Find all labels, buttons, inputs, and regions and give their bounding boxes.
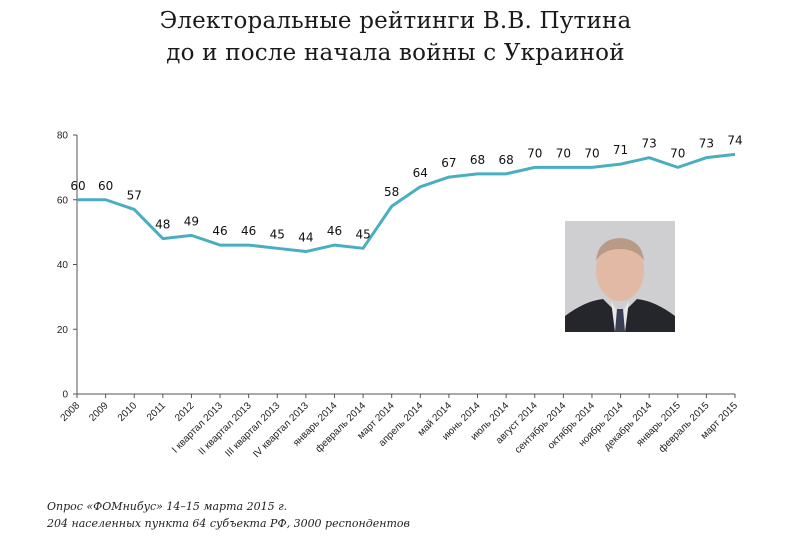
x-tick-label: февраль 2014 xyxy=(313,399,369,455)
data-label: 70 xyxy=(556,146,571,160)
data-label: 70 xyxy=(670,146,685,160)
x-tick-label: 2009 xyxy=(87,400,111,424)
x-tick-label: сентябрь 2014 xyxy=(512,399,569,456)
chart-title-line-2: до и после начала войны с Украиной xyxy=(166,40,625,66)
x-tick-label: 2008 xyxy=(59,400,83,424)
data-label: 45 xyxy=(355,227,370,241)
x-tick-label: 2012 xyxy=(173,400,197,424)
data-label: 68 xyxy=(498,153,513,167)
y-tick-label: 40 xyxy=(57,260,69,271)
data-label: 57 xyxy=(127,188,142,202)
data-label: 70 xyxy=(527,146,542,160)
data-label: 46 xyxy=(212,224,227,238)
data-label: 46 xyxy=(241,224,256,238)
data-label: 70 xyxy=(584,146,599,160)
x-tick-label: 2010 xyxy=(116,400,140,424)
data-label: 74 xyxy=(727,133,742,147)
data-label: 73 xyxy=(699,137,714,151)
data-label: 68 xyxy=(470,153,485,167)
data-label: 46 xyxy=(327,224,342,238)
y-tick-label: 80 xyxy=(57,131,69,142)
data-label: 64 xyxy=(413,166,428,180)
portrait-photo xyxy=(565,221,675,332)
y-tick-label: 0 xyxy=(62,390,68,401)
x-tick-label: февраль 2015 xyxy=(656,399,712,455)
x-tick-label: I квартал 2013 xyxy=(170,400,225,455)
data-label: 45 xyxy=(270,227,285,241)
data-label: 44 xyxy=(298,231,313,245)
data-label: 67 xyxy=(441,156,456,170)
data-label: 60 xyxy=(70,179,85,193)
data-label: 71 xyxy=(613,143,628,157)
y-tick-label: 20 xyxy=(57,325,69,336)
data-label: 60 xyxy=(98,179,113,193)
x-tick-label: 2011 xyxy=(145,400,168,423)
portrait-photo-icon xyxy=(565,221,675,332)
y-tick-label: 60 xyxy=(57,195,69,206)
data-label: 49 xyxy=(184,214,199,228)
footnote-survey: Опрос «ФОМнибус» 14–15 марта 2015 г. xyxy=(47,500,288,513)
series-line xyxy=(77,152,736,254)
x-tick-label: декабрь 2014 xyxy=(601,399,654,452)
data-label: 58 xyxy=(384,185,399,199)
footnote-sample: 204 населенных пункта 64 субъекта РФ, 30… xyxy=(47,517,410,530)
data-label: 73 xyxy=(642,137,657,151)
chart-title-line-1: Электоральные рейтинги В.В. Путина xyxy=(159,8,632,34)
data-label: 48 xyxy=(155,218,170,232)
